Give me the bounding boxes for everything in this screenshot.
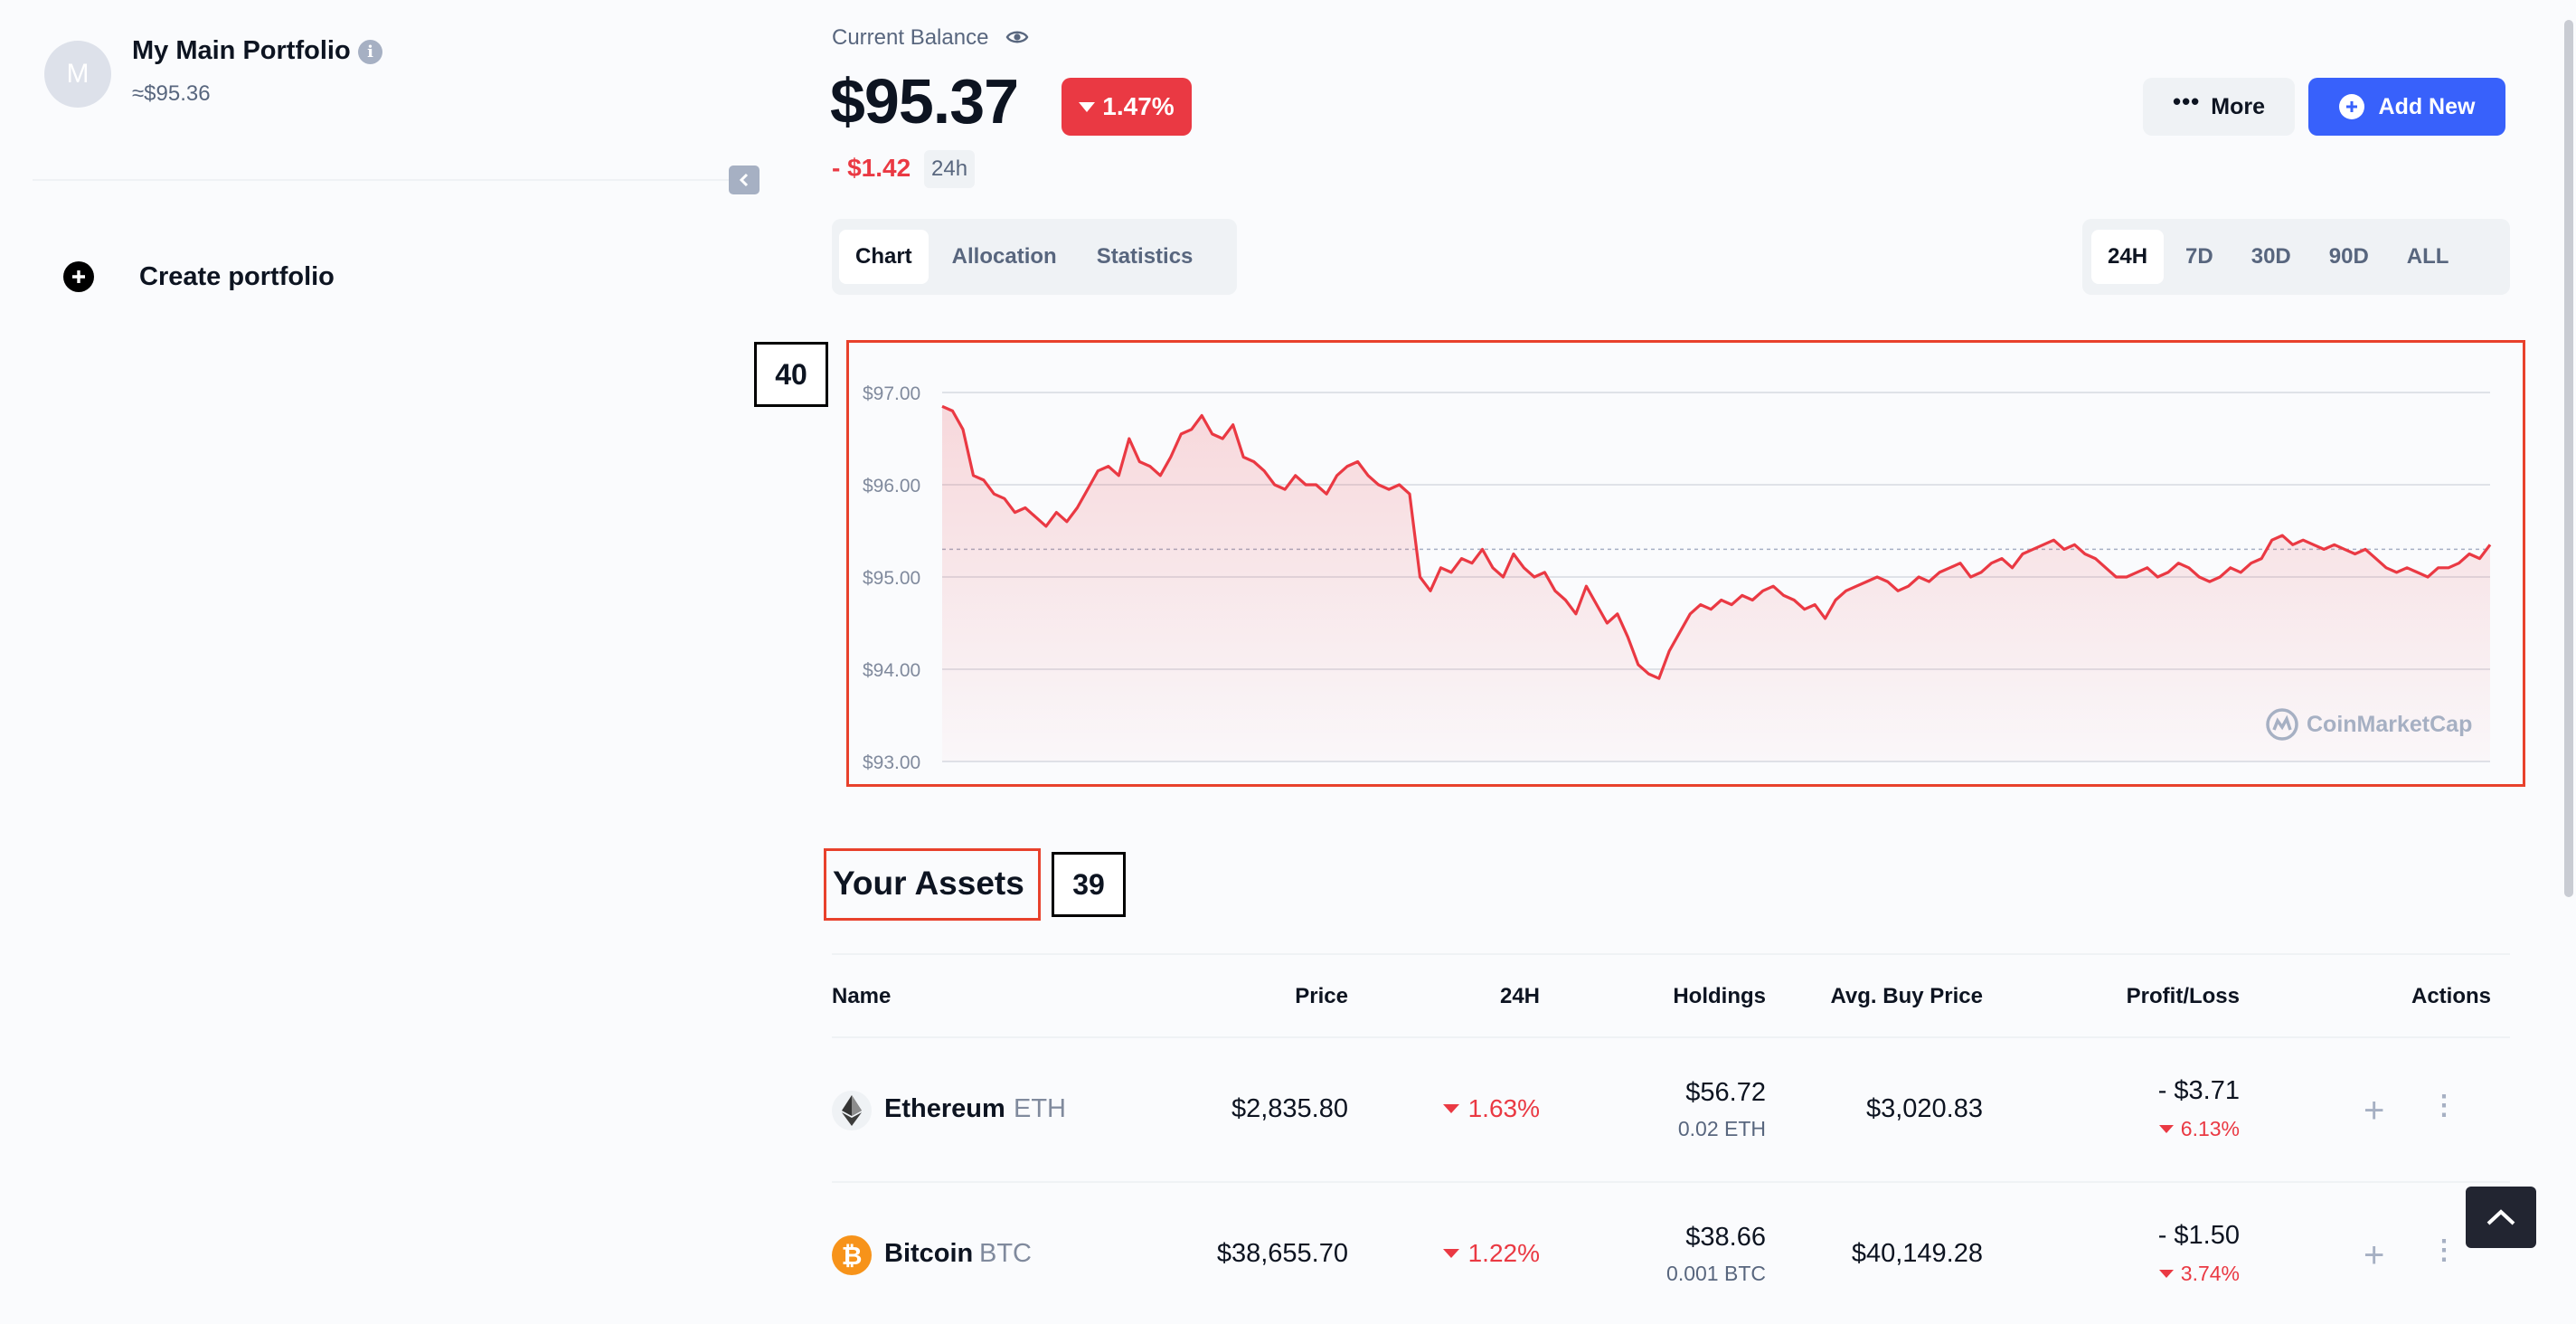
column-header-24h[interactable]: 24H [1499,984,1540,1008]
add-new-button[interactable]: Add New [2308,78,2505,136]
tab-allocation[interactable]: Allocation [951,244,1057,269]
assets-title: Your Assets [833,865,1024,902]
table-divider [832,1036,2510,1038]
more-label: More [2211,93,2266,119]
caret-down-icon [1442,1249,1459,1258]
avg-buy-price: $40,149.28 [1851,1239,1983,1268]
holdings-amount: 0.02 ETH [1677,1117,1766,1140]
add-new-label: Add New [2378,93,2476,119]
coin-name[interactable]: Ethereum [884,1094,1005,1123]
column-header-avg-buy-price[interactable]: Avg. Buy Price [1830,984,1983,1008]
chevron-up-icon [2486,1209,2515,1225]
balance-label: Current Balance [832,25,989,50]
coinmarketcap-logo-icon [2266,708,2298,741]
caret-down-icon [2158,1125,2174,1133]
portfolio-value: ≈$95.36 [132,81,211,106]
more-button[interactable]: ••• More [2143,78,2295,136]
balance-delta: - $1.42 [832,154,911,182]
holdings-value: $38.66 [1685,1223,1766,1252]
column-header-holdings[interactable]: Holdings [1673,984,1766,1008]
caret-down-icon [1442,1104,1459,1113]
profit-loss-pct: 3.74% [2158,1262,2240,1286]
coin-24h-change-value: 1.22% [1467,1239,1540,1267]
chevron-left-icon [739,173,749,187]
column-header-name[interactable]: Name [832,984,892,1008]
range-all[interactable]: ALL [2406,244,2449,269]
chart-area-fill [942,406,2490,761]
balance-change-badge: 1.47% [1062,78,1192,136]
scroll-to-top-button[interactable] [2466,1187,2536,1248]
annotation-tag-assets: 39 [1052,852,1126,917]
profit-loss-pct: 6.13% [2158,1117,2240,1141]
balance-change-pct: 1.47% [1102,92,1175,120]
profit-loss-pct-value: 6.13% [2180,1117,2240,1140]
page-scrollbar[interactable] [2564,20,2573,897]
profit-loss-value: - $1.50 [2157,1221,2240,1250]
create-portfolio-link[interactable]: Create portfolio [139,262,335,291]
holdings-amount: 0.001 BTC [1666,1262,1766,1285]
chart-highlight-box [846,340,2525,787]
row-more-icon[interactable]: ⋮ [2430,1091,2458,1121]
plus-circle-icon [2338,94,2364,119]
column-header-profit-loss[interactable]: Profit/Loss [2126,984,2240,1008]
tab-statistics[interactable]: Statistics [1096,244,1194,269]
chart-series-line[interactable] [941,404,2492,680]
column-header-price[interactable]: Price [1295,984,1348,1008]
add-transaction-button[interactable]: + [2364,1235,2385,1275]
y-tick-label: $97.00 [863,383,920,404]
ethereum-icon [832,1091,872,1130]
table-divider [832,953,2510,955]
range-7d[interactable]: 7D [2185,244,2213,269]
sidebar: M My Main Portfolio i ≈$95.36 Create por… [0,0,760,1324]
sidebar-divider [33,179,731,181]
coin-name[interactable]: Bitcoin [884,1239,974,1268]
avg-buy-price: $3,020.83 [1865,1094,1983,1123]
coin-symbol: BTC [979,1239,1032,1268]
time-range-selector: 24H 7D 30D 90D ALL [2082,219,2510,295]
assets-title-highlight-box [824,848,1041,921]
y-tick-label: $95.00 [863,568,920,589]
caret-down-icon [1079,101,1096,112]
y-tick-label: $93.00 [863,752,920,773]
portfolio-name[interactable]: My Main Portfolio [132,36,351,65]
range-90d[interactable]: 90D [2328,244,2369,269]
range-30d[interactable]: 30D [2250,244,2291,269]
avatar[interactable]: M [44,41,111,108]
profit-loss-pct-value: 3.74% [2180,1262,2240,1285]
holdings-value: $56.72 [1685,1078,1766,1107]
info-icon[interactable]: i [358,40,382,64]
coin-24h-change: 1.22% [1442,1239,1540,1268]
plus-circle-icon[interactable] [63,261,94,292]
view-tabs: Chart Allocation Statistics [832,219,1237,295]
eye-icon[interactable] [1005,27,1029,47]
annotation-tag-chart: 40 [754,342,828,407]
add-transaction-button[interactable]: + [2364,1091,2385,1130]
coin-symbol: ETH [1014,1094,1066,1123]
y-tick-label: $96.00 [863,476,920,496]
coinmarketcap-watermark: CoinMarketCap [2265,707,2472,742]
current-balance: $95.37 [830,66,1019,137]
range-24h[interactable]: 24H [2091,230,2165,284]
profit-loss-value: - $3.71 [2157,1076,2240,1105]
watermark-text: CoinMarketCap [2307,711,2473,737]
balance-chart[interactable]: $97.00 $96.00 $95.00 $94.00 $93.00 [0,0,2576,814]
table-divider [832,1181,2510,1183]
coin-price: $38,655.70 [1216,1239,1348,1268]
more-dots-icon: ••• [2172,88,2201,115]
collapse-sidebar-button[interactable] [729,166,760,194]
y-tick-label: $94.00 [863,660,920,681]
delta-period-badge: 24h [924,150,976,188]
coin-24h-change: 1.63% [1442,1094,1540,1123]
coin-24h-change-value: 1.63% [1467,1094,1540,1122]
caret-down-icon [2158,1270,2174,1278]
tab-chart[interactable]: Chart [839,230,929,284]
row-more-icon[interactable]: ⋮ [2430,1235,2458,1265]
bitcoin-icon: ₿ [832,1235,872,1275]
column-header-actions: Actions [2411,984,2491,1008]
coin-price: $2,835.80 [1231,1094,1348,1123]
